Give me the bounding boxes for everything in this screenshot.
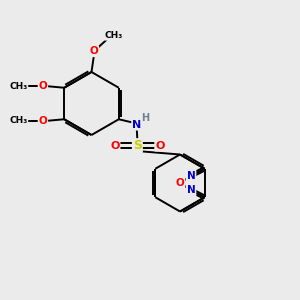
Text: N: N	[132, 120, 141, 130]
Text: O: O	[176, 178, 184, 188]
Text: N: N	[187, 171, 196, 181]
Text: O: O	[38, 116, 47, 126]
Text: CH₃: CH₃	[105, 31, 123, 40]
Text: CH₃: CH₃	[9, 82, 27, 91]
Text: O: O	[38, 81, 47, 91]
Text: S: S	[133, 139, 142, 152]
Text: O: O	[89, 46, 98, 56]
Text: O: O	[155, 141, 165, 151]
Text: CH₃: CH₃	[9, 116, 27, 125]
Text: H: H	[141, 113, 149, 123]
Text: O: O	[110, 141, 120, 151]
Text: N: N	[187, 185, 196, 195]
